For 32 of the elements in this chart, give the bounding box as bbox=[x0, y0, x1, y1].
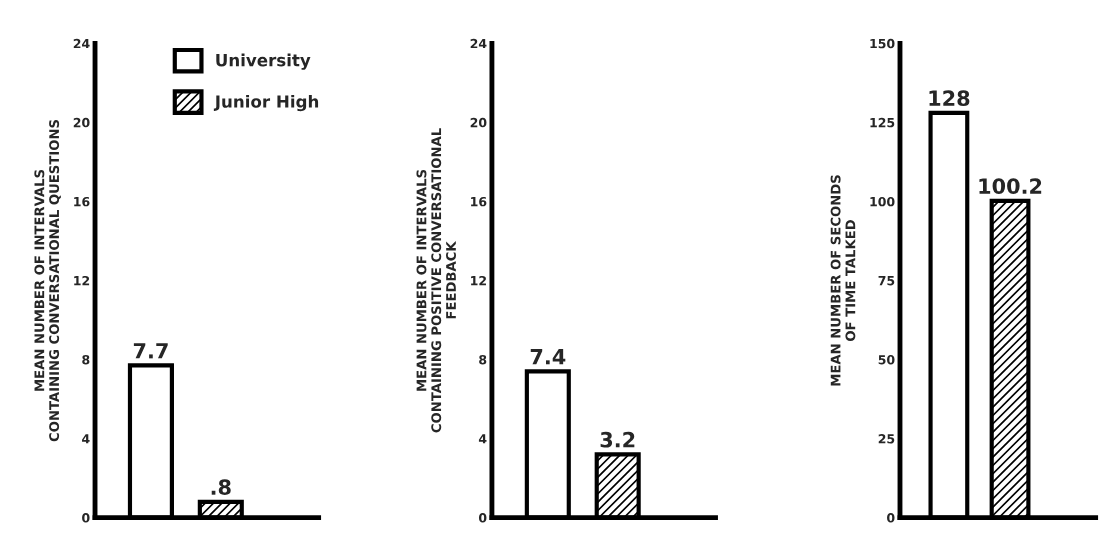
data-label: 7.7 bbox=[133, 343, 168, 359]
y-axis-title: MEAN NUMBER OF INTERVALS CONTAINING CONVERSATIONAL QUESTIONS bbox=[34, 119, 61, 442]
y-axis-title: MEAN NUMBER OF SECONDS OF TIME TALKED bbox=[830, 175, 856, 386]
data-label: 128 bbox=[929, 90, 970, 107]
y-tick-label: 20 bbox=[470, 117, 487, 128]
y-tick-label: 20 bbox=[73, 117, 90, 128]
y-axis-title: MEAN NUMBER OF INTERVALS CONTAINING POSITIVE CONVERSATIONAL FEEDBACK bbox=[416, 128, 456, 433]
y-tick-label: 4 bbox=[82, 434, 90, 444]
y-tick-label: 125 bbox=[870, 117, 895, 128]
y-tick-label: 0 bbox=[82, 513, 90, 523]
y-tick-label: 12 bbox=[74, 275, 90, 286]
y-tick-label: 50 bbox=[878, 355, 895, 365]
y-tick-label: 75 bbox=[878, 276, 895, 286]
y-tick-label: 8 bbox=[82, 355, 90, 365]
y-tick-label: 16 bbox=[74, 196, 90, 207]
y-tick-label: 0 bbox=[478, 513, 487, 523]
y-tick-label: 0 bbox=[887, 513, 895, 523]
y-tick-label: 24 bbox=[470, 38, 487, 49]
data-label: 7.4 bbox=[530, 349, 566, 365]
y-tick-label: 12 bbox=[471, 275, 486, 286]
y-tick-label: 4 bbox=[478, 434, 487, 444]
data-label: 100.2 bbox=[979, 178, 1042, 194]
y-tick-label: 25 bbox=[878, 434, 895, 444]
y-tick-label: 24 bbox=[73, 38, 90, 49]
data-label: .8 bbox=[211, 479, 231, 495]
y-tick-label: 8 bbox=[479, 355, 487, 365]
y-tick-label: 16 bbox=[471, 196, 487, 207]
legend-label: Junior High bbox=[213, 94, 319, 112]
data-label: 3.2 bbox=[600, 431, 635, 448]
y-tick-label: 100 bbox=[870, 196, 895, 207]
y-tick-label: 150 bbox=[870, 38, 895, 49]
legend-label: University bbox=[216, 53, 311, 70]
